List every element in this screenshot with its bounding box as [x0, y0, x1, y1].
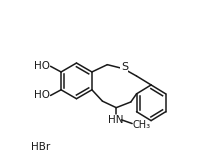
Text: HO: HO — [34, 61, 50, 71]
Text: HO: HO — [34, 90, 50, 100]
Text: HBr: HBr — [31, 142, 50, 152]
Text: S: S — [121, 62, 128, 72]
Text: CH₃: CH₃ — [132, 120, 151, 130]
Text: HN: HN — [108, 115, 124, 125]
